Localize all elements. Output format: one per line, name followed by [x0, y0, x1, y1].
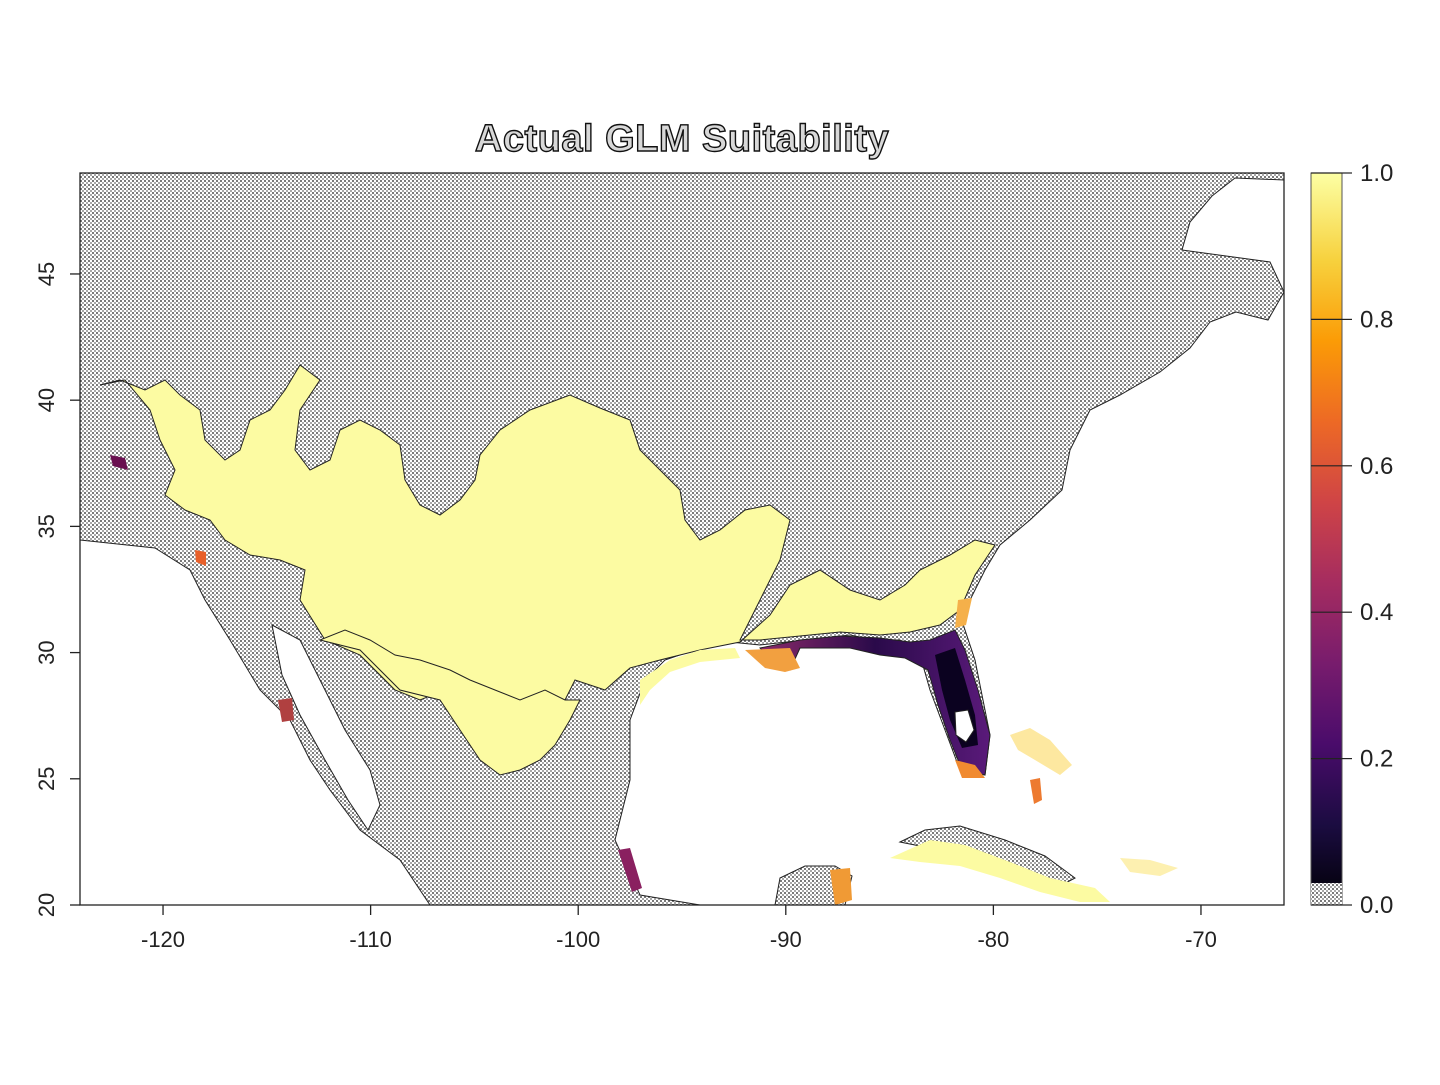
gulf-of-california	[271, 624, 381, 832]
y-tick-label: 20	[34, 893, 59, 917]
legend-tick-label: 0.4	[1360, 599, 1393, 626]
legend-tick-label: 0.6	[1360, 453, 1393, 480]
suitable-west	[99, 364, 996, 761]
x-tick-label: -110	[349, 927, 391, 952]
y-tick-label: 45	[34, 262, 59, 286]
plot-frame	[79, 172, 1285, 906]
y-tick-label: 40	[34, 388, 59, 412]
legend-axis: 0.0 0.2 0.4 0.6 0.8 1.0	[1311, 160, 1393, 919]
x-tick-label: -100	[556, 927, 600, 952]
yucatan-orange	[830, 868, 852, 905]
map-layers	[80, 173, 1284, 905]
georgia-coast-orange	[955, 598, 972, 628]
bahamas-suitable	[1010, 728, 1072, 775]
legend-zero-swatch	[1311, 883, 1342, 905]
pacific-ocean-baja	[80, 539, 431, 905]
california-coast-low	[110, 455, 128, 470]
legend-tick-label: 0.0	[1360, 892, 1393, 919]
x-tick-label: -70	[1185, 927, 1217, 952]
x-axis: -120 -110 -100 -90 -80 -70	[141, 905, 1217, 952]
cuba-suitable	[890, 840, 1110, 902]
legend-colorbar	[1310, 172, 1343, 906]
bahamas-orange	[1030, 778, 1042, 804]
x-tick-label: -90	[770, 927, 802, 952]
y-tick-label: 30	[34, 640, 59, 664]
legend-tick-label: 1.0	[1360, 160, 1393, 187]
map-title: Actual GLM Suitability	[474, 117, 890, 160]
y-axis: 20 25 30 35 40 45	[34, 262, 80, 917]
mexico-east-coast-low	[618, 848, 642, 892]
baja-tip-low	[278, 698, 294, 722]
legend-tick-label: 0.8	[1360, 306, 1393, 333]
suitable-mexico	[318, 629, 581, 776]
socal-coast-orange	[195, 550, 206, 566]
x-tick-label: -80	[977, 927, 1009, 952]
y-tick-label: 35	[34, 514, 59, 538]
hispaniola-suitable	[1120, 858, 1178, 876]
gulf-coast-orange	[745, 648, 800, 672]
suitable-texas-coast	[640, 648, 740, 705]
y-tick-label: 25	[34, 767, 59, 791]
lake-okeechobee	[954, 709, 975, 743]
x-tick-label: -120	[141, 927, 185, 952]
south-florida-orange	[955, 760, 985, 778]
legend-tick-label: 0.2	[1360, 746, 1393, 773]
